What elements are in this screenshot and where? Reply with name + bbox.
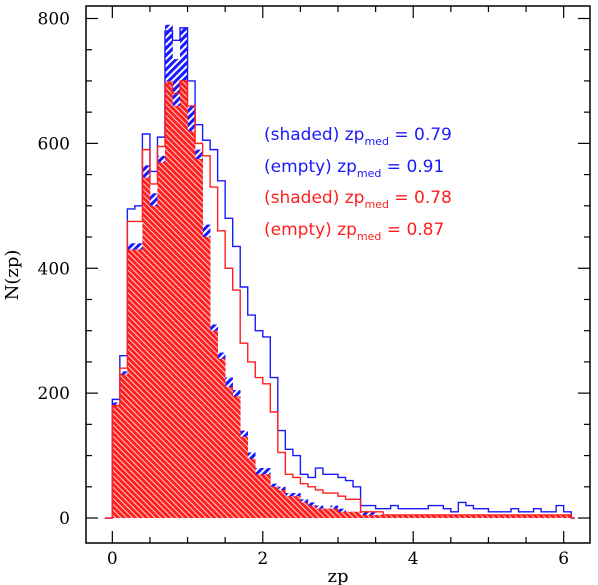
y-tick-label: 400: [38, 259, 70, 279]
bar-2-28: [322, 508, 331, 519]
bar-2-41: [420, 514, 429, 519]
bar-2-10: [187, 130, 196, 519]
bar-2-17: [240, 436, 249, 519]
y-tick-label: 200: [38, 384, 70, 404]
bar-2-59: [556, 514, 564, 519]
bar-2-53: [511, 514, 519, 519]
bar-2-35: [375, 514, 384, 519]
y-tick-label: 600: [38, 134, 70, 154]
shaded-series-2: [112, 80, 572, 519]
bar-2-44: [443, 514, 452, 519]
bar-2-3: [134, 249, 143, 519]
x-tick-label: 2: [257, 549, 268, 569]
bar-2-16: [232, 396, 241, 519]
bar-2-29: [330, 508, 339, 519]
x-tick-label: 4: [408, 549, 419, 569]
bar-2-30: [338, 511, 346, 519]
bar-2-1: [119, 374, 128, 519]
x-tick-label: 0: [107, 549, 118, 569]
bar-2-50: [488, 514, 497, 519]
bar-2-39: [405, 514, 414, 519]
legend-entry-0: (shaded) zpmed = 0.79: [264, 125, 452, 148]
x-axis-title: zp: [327, 566, 348, 585]
bar-2-31: [345, 511, 354, 519]
x-tick-label: 6: [558, 549, 569, 569]
bar-2-24: [292, 496, 301, 519]
bar-2-49: [480, 514, 489, 519]
bar-2-51: [495, 514, 504, 519]
bar-2-14: [217, 358, 226, 519]
bar-2-52: [503, 514, 512, 519]
bar-2-42: [428, 514, 437, 519]
y-tick-label: 800: [38, 9, 70, 29]
bar-2-5: [149, 205, 158, 519]
bar-2-9: [180, 80, 188, 519]
bar-2-26: [307, 505, 316, 519]
bar-2-55: [526, 514, 534, 519]
bar-2-19: [255, 474, 264, 519]
bar-2-36: [383, 514, 391, 519]
empty-series-line-3: [104, 80, 575, 519]
bar-2-11: [195, 158, 203, 519]
bar-2-7: [164, 80, 173, 519]
bar-2-0: [112, 405, 121, 519]
bar-2-54: [518, 514, 527, 519]
bar-2-58: [548, 514, 557, 519]
bar-2-38: [398, 514, 407, 519]
bar-2-15: [225, 386, 233, 519]
bar-2-33: [360, 514, 369, 519]
bar-2-4: [142, 177, 151, 519]
bar-2-12: [202, 237, 211, 519]
bar-2-57: [541, 514, 549, 519]
bar-2-6: [157, 162, 166, 519]
bar-2-45: [450, 514, 459, 519]
bar-2-8: [172, 105, 181, 519]
bar-2-48: [473, 514, 482, 519]
bar-2-47: [465, 514, 474, 519]
bar-2-18: [247, 458, 256, 519]
bar-2-25: [300, 502, 309, 519]
bar-2-13: [210, 330, 218, 519]
y-axis-title: N(zp): [2, 250, 23, 301]
bar-2-32: [353, 511, 361, 519]
bar-2-22: [277, 489, 286, 519]
shaded-histograms: [112, 24, 572, 519]
legend-entry-2: (shaded) zpmed = 0.78: [264, 188, 452, 211]
bar-2-56: [533, 514, 542, 519]
bar-2-23: [285, 496, 294, 519]
axis-ticks: [86, 6, 590, 543]
bar-2-21: [270, 486, 279, 519]
bar-2-20: [262, 474, 271, 519]
y-tick-label: 0: [59, 509, 70, 529]
bar-2-27: [315, 508, 324, 519]
legend-entry-1: (empty) zpmed = 0.91: [264, 157, 444, 180]
empty-series-line-1: [104, 27, 575, 519]
legend: (shaded) zpmed = 0.79 (empty) zpmed = 0.9…: [264, 125, 452, 243]
bar-2-2: [127, 249, 136, 519]
bar-2-40: [413, 514, 422, 519]
bar-2-37: [390, 514, 399, 519]
legend-entry-3: (empty) zpmed = 0.87: [264, 220, 444, 243]
bar-2-34: [368, 514, 376, 519]
bar-2-46: [458, 514, 467, 519]
axis-labels: 0 2 4 6 0 200 400 600 800 zp N(zp): [2, 9, 569, 585]
empty-histograms: [104, 27, 575, 519]
bar-2-43: [435, 514, 444, 519]
bar-2-60: [563, 514, 572, 519]
